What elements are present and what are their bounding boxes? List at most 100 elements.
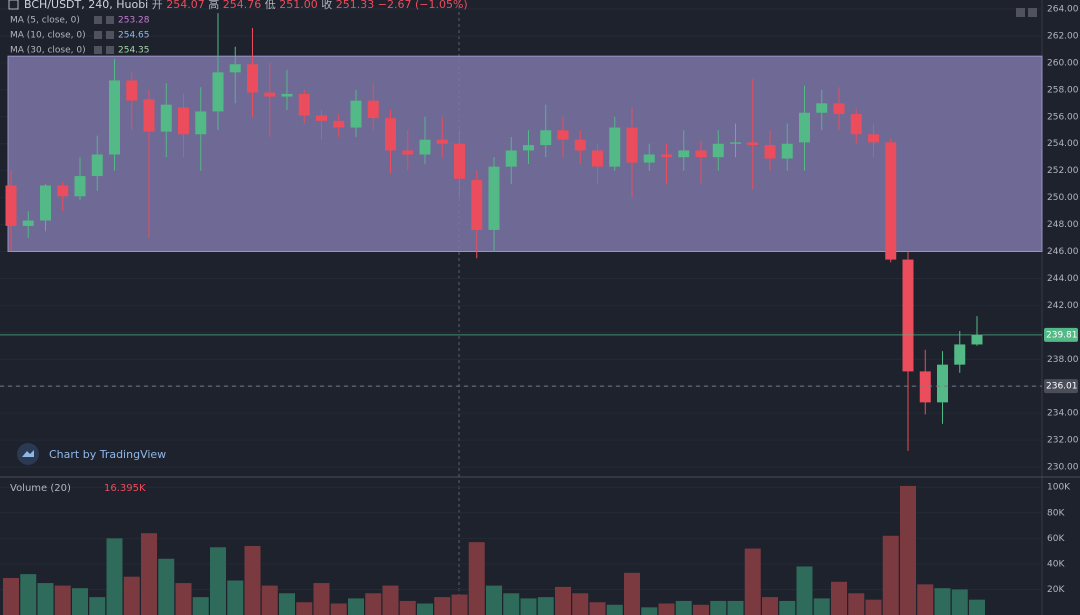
candle-body <box>247 64 258 93</box>
volume-bar <box>451 594 468 615</box>
header-text: 251.00 <box>279 0 318 11</box>
volume-bar <box>900 485 916 615</box>
y-tick-label: 252.00 <box>1047 166 1079 176</box>
volume-bar <box>244 546 261 615</box>
candle-body <box>229 64 241 73</box>
volume-bar <box>72 588 88 615</box>
header-text: 251.33 <box>336 0 375 11</box>
volume-bar <box>710 600 727 615</box>
indicator-icon <box>106 31 114 39</box>
candle-body <box>833 103 845 115</box>
y-tick-label: 254.00 <box>1047 139 1079 149</box>
y-tick-label: 246.00 <box>1047 247 1079 257</box>
volume-bar <box>227 580 244 615</box>
candle-body <box>436 139 448 144</box>
volume-bar <box>520 598 537 615</box>
candle-body <box>712 143 724 158</box>
candle-body <box>178 107 189 135</box>
volume-bar <box>589 602 606 615</box>
candle-body <box>298 93 310 116</box>
overlay: BCH/USDT, 240, Huobi 开 254.07 高 254.76 低… <box>8 0 1037 494</box>
indicator-name: MA (30, close, 0) <box>10 46 86 56</box>
volume-bar <box>744 548 761 615</box>
volume-bar <box>89 597 106 615</box>
header-text: 开 <box>152 0 163 11</box>
candle-body <box>523 145 534 151</box>
candle-body <box>350 100 362 128</box>
volume-bar <box>969 599 985 615</box>
indicator-icon <box>94 16 102 24</box>
last-price-tag <box>1044 327 1078 342</box>
icon[interactable] <box>1016 8 1025 17</box>
indicator-value: 254.35 <box>118 46 150 56</box>
volume-bar <box>848 593 865 615</box>
icon[interactable] <box>1028 8 1037 17</box>
candle-body <box>454 143 465 179</box>
header-text: 低 <box>265 0 276 11</box>
indicator-name: MA (5, close, 0) <box>10 16 80 26</box>
candle-body <box>488 166 500 230</box>
candle-body <box>626 127 638 163</box>
volume-bar <box>123 576 140 615</box>
branding[interactable]: Chart by TradingView <box>17 443 166 465</box>
volume-bar <box>3 577 19 615</box>
volume-bar <box>658 603 675 615</box>
candle-body <box>264 92 276 97</box>
candle-body <box>971 335 983 345</box>
indicator-icon <box>106 46 114 54</box>
marks: 239.81 236.01 <box>0 13 1078 615</box>
volume-bar <box>779 600 796 615</box>
volume-bar <box>486 585 502 615</box>
candle-body <box>5 185 17 226</box>
y-tick-label: 262.00 <box>1047 31 1079 41</box>
volume-tick-label: 60K <box>1047 534 1065 544</box>
volume-bar <box>934 588 951 615</box>
header-text: 高 <box>208 0 219 11</box>
volume-bar <box>641 607 658 615</box>
indicator-value: 254.65 <box>118 31 150 41</box>
candle-body <box>609 127 621 167</box>
candle-body <box>557 130 569 140</box>
volume-bar <box>434 597 451 615</box>
candle-body <box>402 150 414 155</box>
indicator-icon <box>106 16 114 24</box>
candle-body <box>661 154 672 158</box>
volume-bar <box>54 585 71 615</box>
volume-bar <box>20 574 37 615</box>
candle-body <box>316 115 327 121</box>
volume-bar <box>175 583 192 615</box>
candle-body <box>57 185 69 197</box>
header: BCH/USDT, 240, Huobi 开 254.07 高 254.76 低… <box>24 0 468 11</box>
volume-bar <box>624 572 640 615</box>
volume-bar <box>279 593 295 615</box>
candle-body <box>281 93 293 97</box>
volume-value: 16.395K <box>104 483 146 494</box>
collapse-icon[interactable] <box>8 0 19 10</box>
candle-body <box>799 112 810 143</box>
candle-body <box>816 103 828 113</box>
volume-bar <box>399 600 416 615</box>
volume-bar <box>417 603 433 615</box>
candle-body <box>74 176 86 197</box>
volume-bar <box>503 593 520 615</box>
candle-body <box>695 150 707 158</box>
candle-body <box>471 180 483 230</box>
volume-bar <box>572 593 589 615</box>
candle-body <box>212 72 224 112</box>
volume-bar <box>796 566 813 615</box>
indicator-legend: MA (5, close, 0) 253.28 MA (10, close, 0) 2… <box>10 16 150 56</box>
volume-bar <box>365 593 382 615</box>
volume-bar <box>865 599 882 615</box>
candle-body <box>747 142 759 146</box>
candle-body <box>954 344 966 365</box>
logo-shape <box>22 450 34 457</box>
volume-tick-label: 100K <box>1047 483 1071 493</box>
candle-body <box>91 154 103 177</box>
candle-body <box>419 139 431 155</box>
volume-bar <box>382 585 399 615</box>
header-text: 254.76 <box>223 0 262 11</box>
candle-body <box>643 154 655 163</box>
volume-tick-label: 80K <box>1047 508 1065 518</box>
volume-bar <box>37 583 54 615</box>
